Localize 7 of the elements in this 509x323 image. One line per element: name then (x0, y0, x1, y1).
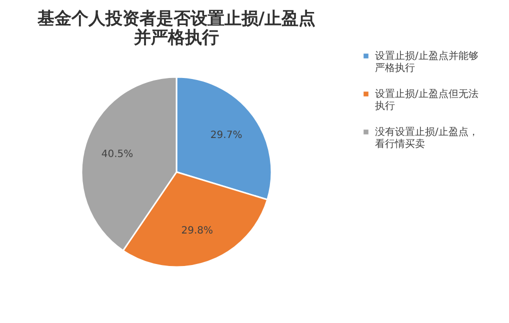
chart-title: 基金个人投资者是否设置止损/止盈点并严格执行 (36, 9, 316, 48)
legend-label: 设置止损/止盈点但无法执行 (375, 88, 478, 112)
data-label: 40.5% (101, 148, 134, 160)
legend-label: 没有设置止损/止盈点，看行情买卖 (375, 126, 478, 150)
data-label: 29.8% (181, 225, 214, 236)
legend-label: 设置止损/止盈点并能够严格执行 (375, 50, 478, 74)
data-label: 29.7% (210, 130, 242, 142)
